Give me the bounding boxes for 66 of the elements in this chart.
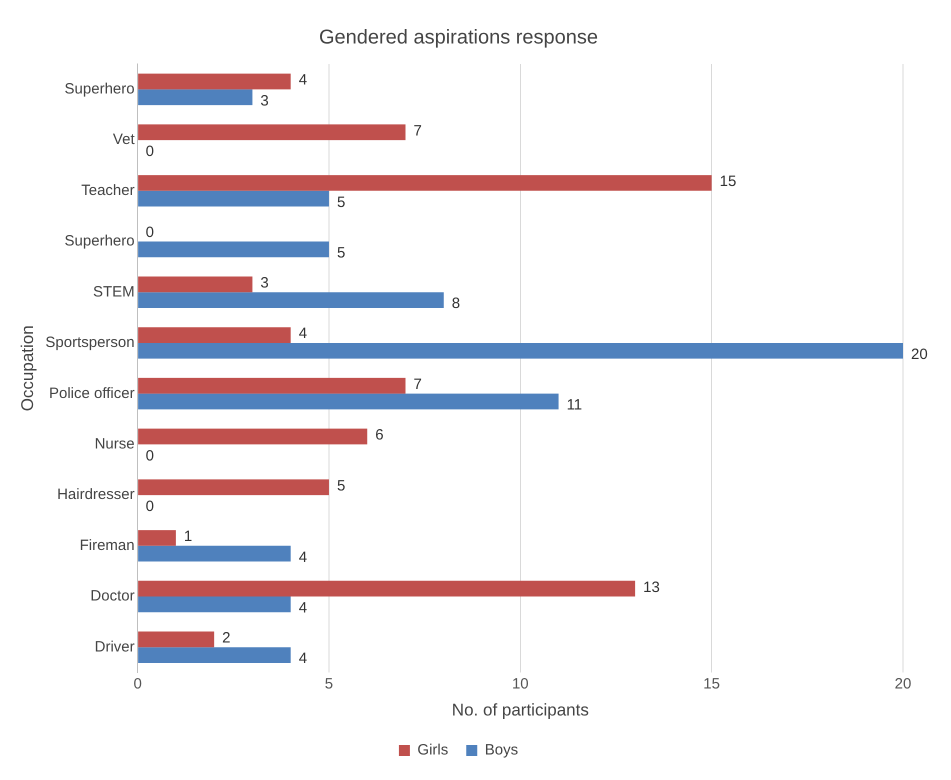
y-tick-label: Nurse bbox=[94, 436, 135, 453]
bar bbox=[138, 647, 291, 663]
data-label: 7 bbox=[414, 376, 422, 393]
bar bbox=[138, 580, 636, 597]
data-label: 2 bbox=[222, 630, 230, 647]
y-tick-label: Superhero bbox=[64, 232, 135, 250]
bar bbox=[138, 74, 291, 90]
bar bbox=[138, 479, 329, 496]
data-label: 13 bbox=[643, 578, 660, 596]
bar bbox=[138, 175, 712, 191]
chart-title: Gendered aspirations response bbox=[318, 26, 598, 49]
data-label: 0 bbox=[146, 498, 154, 516]
data-label: 5 bbox=[336, 194, 346, 211]
data-label: 0 bbox=[146, 447, 154, 464]
data-label: 0 bbox=[146, 224, 154, 241]
y-tick-label: Vet bbox=[112, 131, 136, 148]
bar bbox=[138, 190, 329, 207]
y-tick-label: Superhero bbox=[64, 80, 135, 98]
legend-label: Boys bbox=[484, 742, 518, 759]
x-tick-label: 15 bbox=[703, 676, 720, 693]
bar bbox=[138, 546, 291, 562]
y-tick-label: Doctor bbox=[90, 588, 135, 605]
data-label: 4 bbox=[298, 325, 308, 342]
data-label: 20 bbox=[911, 346, 928, 363]
bar bbox=[138, 530, 176, 546]
x-axis-title: No. of participants bbox=[452, 700, 589, 720]
data-label: 3 bbox=[260, 274, 269, 292]
y-tick-label: Fireman bbox=[80, 536, 135, 554]
data-label: 15 bbox=[720, 173, 736, 190]
bar bbox=[138, 89, 252, 106]
bar bbox=[138, 394, 559, 410]
x-tick-label: 5 bbox=[324, 676, 334, 693]
legend-label: Girls bbox=[417, 742, 448, 759]
y-tick-label: Driver bbox=[94, 638, 135, 656]
data-label: 5 bbox=[336, 477, 346, 494]
bar bbox=[138, 242, 329, 258]
data-label: 0 bbox=[146, 143, 154, 160]
bar bbox=[138, 327, 291, 343]
y-tick-label: Teacher bbox=[81, 182, 135, 199]
data-label: 7 bbox=[414, 122, 422, 140]
x-tick-label: 0 bbox=[133, 676, 142, 693]
data-label: 6 bbox=[375, 426, 384, 444]
bar bbox=[138, 342, 903, 359]
x-tick-label: 10 bbox=[512, 676, 529, 693]
data-label: 1 bbox=[184, 528, 192, 546]
bar bbox=[138, 632, 214, 648]
y-tick-label: Police officer bbox=[49, 384, 135, 402]
data-label: 3 bbox=[260, 92, 269, 110]
y-tick-label: STEM bbox=[92, 283, 135, 300]
bar bbox=[138, 276, 252, 292]
data-label: 11 bbox=[566, 396, 582, 414]
y-axis-title: Occupation bbox=[18, 325, 37, 412]
bar bbox=[138, 124, 406, 140]
bar bbox=[138, 378, 406, 394]
data-label: 4 bbox=[298, 548, 308, 566]
data-label: 5 bbox=[336, 244, 346, 262]
bar bbox=[138, 596, 291, 612]
data-label: 8 bbox=[452, 295, 460, 312]
y-tick-label: Sportsperson bbox=[45, 334, 135, 352]
data-label: 4 bbox=[298, 650, 308, 668]
data-label: 4 bbox=[298, 72, 308, 89]
y-tick-label: Hairdresser bbox=[57, 486, 135, 504]
x-tick-label: 20 bbox=[894, 676, 912, 693]
data-label: 4 bbox=[298, 600, 308, 617]
bar bbox=[138, 428, 368, 444]
bar bbox=[138, 292, 444, 308]
